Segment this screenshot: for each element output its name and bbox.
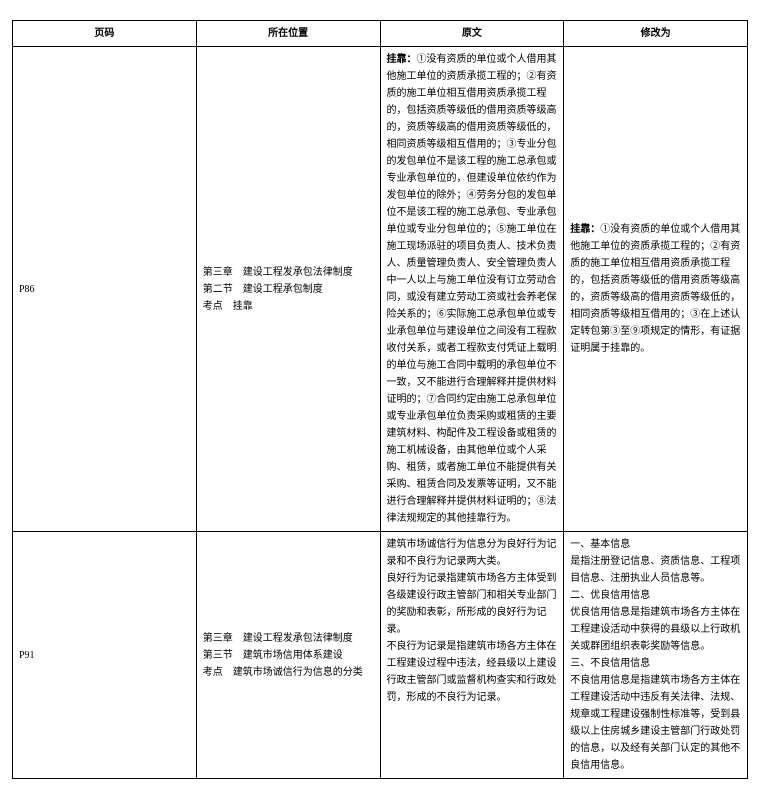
header-page: 页码 bbox=[13, 21, 197, 47]
header-row: 页码 所在位置 原文 修改为 bbox=[13, 21, 748, 47]
original-body: ①没有资质的单位或个人借用其他施工单位的资质承揽工程的；②有资质的施工单位相互借… bbox=[387, 54, 557, 524]
modified-label: 挂靠： bbox=[570, 224, 600, 235]
cell-page: P86 bbox=[13, 47, 197, 532]
header-location: 所在位置 bbox=[196, 21, 380, 47]
header-original: 原文 bbox=[380, 21, 564, 47]
cell-modified: 挂靠：①没有资质的单位或个人借用其他施工单位的资质承揽工程的；②有资质的施工单位… bbox=[564, 47, 748, 532]
cell-original: 挂靠：①没有资质的单位或个人借用其他施工单位的资质承揽工程的；②有资质的施工单位… bbox=[380, 47, 564, 532]
cell-modified: 一、基本信息是指注册登记信息、资质信息、工程项目信息、注册执业人员信息等。二、优… bbox=[564, 532, 748, 779]
cell-location: 第三章 建设工程发承包法律制度第二节 建设工程承包制度考点 挂靠 bbox=[196, 47, 380, 532]
modified-body: ①没有资质的单位或个人借用其他施工单位的资质承揽工程的；②有资质的施工单位相互借… bbox=[570, 224, 740, 354]
original-label: 挂靠： bbox=[387, 54, 417, 65]
header-modified: 修改为 bbox=[564, 21, 748, 47]
cell-page: P91 bbox=[13, 532, 197, 779]
table-row: P91 第三章 建设工程发承包法律制度第三节 建筑市场信用体系建设考点 建筑市场… bbox=[13, 532, 748, 779]
content-table: 页码 所在位置 原文 修改为 P86 第三章 建设工程发承包法律制度第二节 建设… bbox=[12, 20, 748, 779]
original-body: 建筑市场诚信行为信息分为良好行为记录和不良行为记录两大类。良好行为记录指建筑市场… bbox=[387, 539, 557, 703]
modified-body: 一、基本信息是指注册登记信息、资质信息、工程项目信息、注册执业人员信息等。二、优… bbox=[570, 539, 740, 771]
table-row: P86 第三章 建设工程发承包法律制度第二节 建设工程承包制度考点 挂靠 挂靠：… bbox=[13, 47, 748, 532]
cell-location: 第三章 建设工程发承包法律制度第三节 建筑市场信用体系建设考点 建筑市场诚信行为… bbox=[196, 532, 380, 779]
cell-original: 建筑市场诚信行为信息分为良好行为记录和不良行为记录两大类。良好行为记录指建筑市场… bbox=[380, 532, 564, 779]
